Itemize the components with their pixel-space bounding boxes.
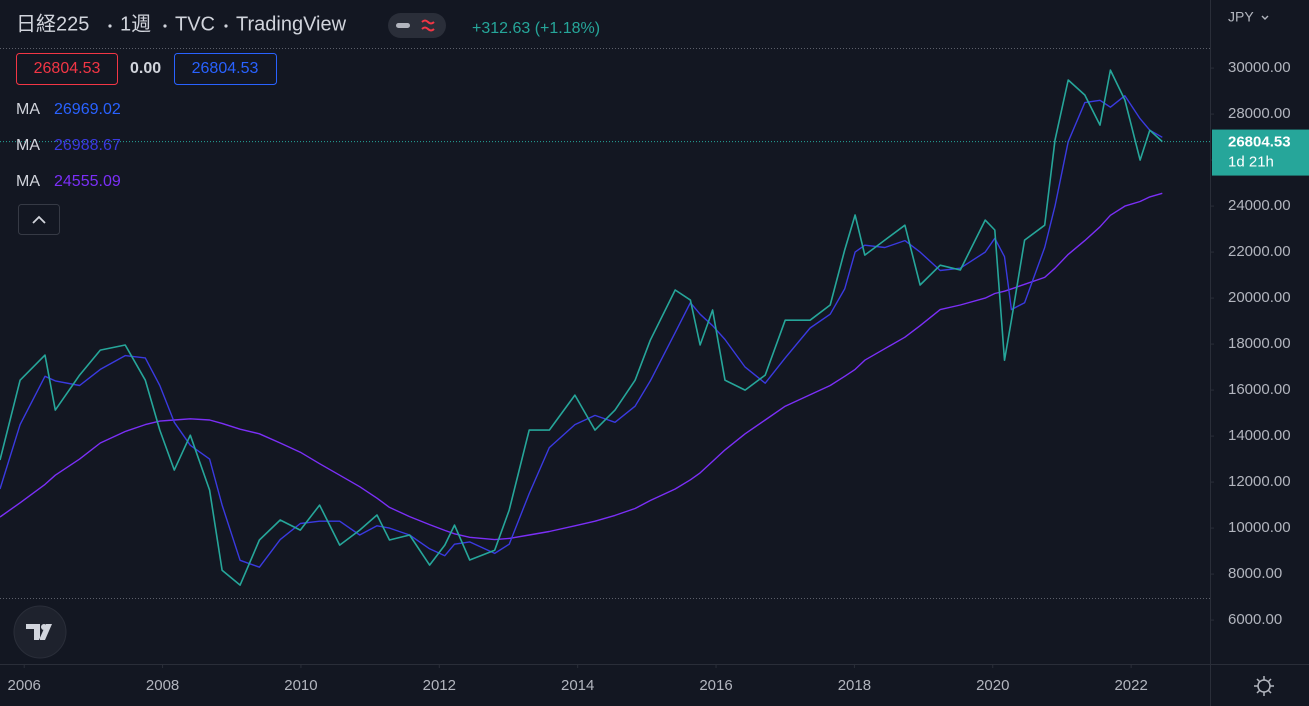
readout: 0.00 bbox=[130, 60, 161, 77]
pill-icon bbox=[396, 23, 410, 28]
x-tick-label: 2010 bbox=[284, 677, 317, 694]
plot-area bbox=[0, 69, 1163, 586]
x-tick-label: 2022 bbox=[1114, 677, 1147, 694]
readout: 26804.53 bbox=[192, 60, 259, 77]
separator bbox=[163, 24, 167, 28]
price-badge-label: 26804.53 bbox=[1228, 134, 1291, 151]
x-tick-label: 2012 bbox=[423, 677, 456, 694]
platform: TradingView bbox=[236, 13, 347, 35]
symbol: 日経225 bbox=[16, 12, 89, 35]
button-bg bbox=[18, 204, 60, 235]
readout-box bbox=[16, 53, 118, 85]
legend-name: MA bbox=[16, 173, 40, 190]
y-tick-label: 28000.00 bbox=[1228, 105, 1291, 122]
readout-box bbox=[174, 53, 277, 85]
pill-bg bbox=[388, 13, 446, 38]
price-badge bbox=[1212, 129, 1309, 176]
y-tick-label: 6000.00 bbox=[1228, 611, 1282, 628]
y-tick-label: 12000.00 bbox=[1228, 473, 1291, 490]
price-line bbox=[0, 69, 1163, 586]
y-tick-label: 20000.00 bbox=[1228, 289, 1291, 306]
chevron bbox=[1261, 15, 1269, 20]
logo-dot bbox=[41, 624, 47, 630]
y-tick-label: 30000.00 bbox=[1228, 59, 1291, 76]
legend-value: 24555.09 bbox=[54, 173, 121, 190]
countdown: 1d 21h bbox=[1228, 154, 1274, 171]
y-tick-label: 22000.00 bbox=[1228, 243, 1291, 260]
pill-icon bbox=[421, 19, 435, 32]
y-tick-label: 24000.00 bbox=[1228, 197, 1291, 214]
legend-value: 26969.02 bbox=[54, 101, 121, 118]
chevron bbox=[32, 215, 46, 224]
x-tick-label: 2014 bbox=[561, 677, 594, 694]
currency[interactable]: JPY bbox=[1228, 9, 1254, 25]
x-tick-label: 2020 bbox=[976, 677, 1009, 694]
collapse-button[interactable] bbox=[18, 204, 60, 235]
x-tick-label: 2018 bbox=[838, 677, 871, 694]
toggle-pill[interactable] bbox=[388, 13, 446, 38]
x-tick-label: 2008 bbox=[146, 677, 179, 694]
price-change: +312.63 (+1.18%) bbox=[472, 20, 600, 37]
y-tick-label: 8000.00 bbox=[1228, 565, 1282, 582]
readout: 26804.53 bbox=[34, 60, 101, 77]
tv-logo[interactable] bbox=[13, 605, 67, 659]
y-tick-label: 14000.00 bbox=[1228, 427, 1291, 444]
gear-teeth bbox=[1254, 676, 1274, 696]
x-tick-label: 2016 bbox=[699, 677, 732, 694]
ma-line bbox=[0, 95, 1163, 568]
x-tick-label: 2006 bbox=[8, 677, 41, 694]
settings-gear[interactable] bbox=[1254, 676, 1274, 696]
legend-value: 26988.67 bbox=[54, 137, 121, 154]
y-tick-label: 16000.00 bbox=[1228, 381, 1291, 398]
separator bbox=[108, 24, 112, 28]
separator bbox=[224, 24, 228, 28]
legend-name: MA bbox=[16, 101, 40, 118]
y-tick-label: 18000.00 bbox=[1228, 335, 1291, 352]
source: TVC bbox=[175, 13, 215, 35]
interval: 1週 bbox=[120, 12, 151, 35]
legend-name: MA bbox=[16, 137, 40, 154]
y-tick-label: 10000.00 bbox=[1228, 519, 1291, 536]
